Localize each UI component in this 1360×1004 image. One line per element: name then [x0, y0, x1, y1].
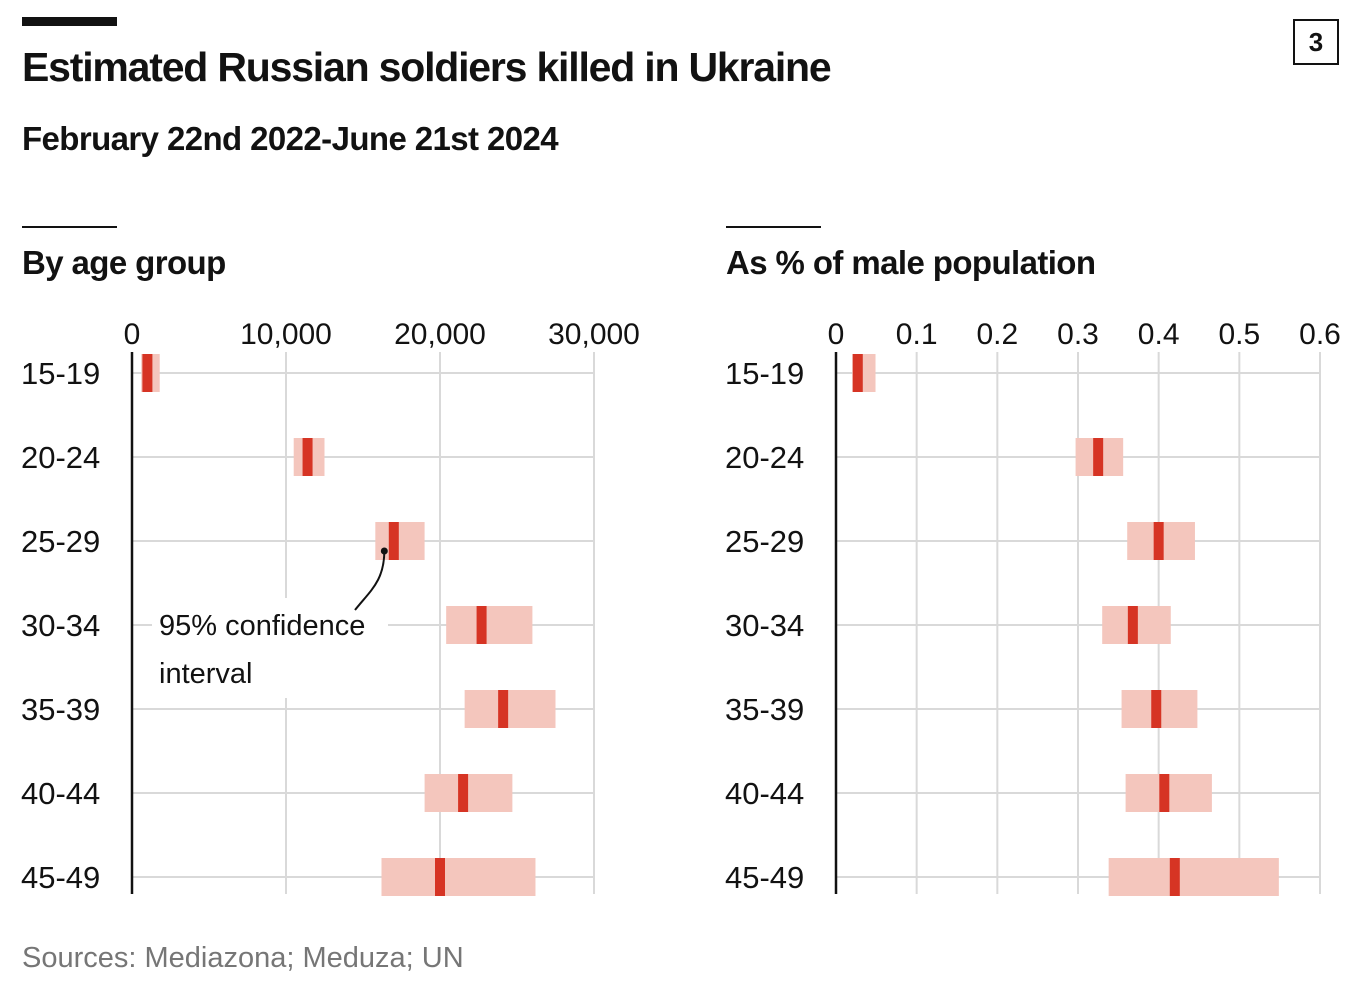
right-x-tick-label: 0.2	[976, 318, 1018, 351]
right-category-label: 40-44	[725, 776, 804, 811]
left-ci-band-35-39	[464, 690, 556, 728]
left-category-label: 30-34	[21, 608, 100, 643]
right-estimate-mark-35-39	[1151, 690, 1162, 728]
left-ci-band-45-49	[381, 858, 536, 896]
annotation-text-line: 95% confidence	[159, 610, 365, 642]
right-x-tick-label: 0.1	[896, 318, 938, 351]
left-x-tick-label: 0	[124, 318, 141, 351]
chart-title: Estimated Russian soldiers killed in Ukr…	[22, 44, 832, 90]
left-ci-band-30-34	[446, 606, 533, 644]
right-estimate-mark-45-49	[1169, 858, 1180, 896]
left-estimate-mark-45-49	[435, 858, 445, 896]
left-category-label: 20-24	[21, 440, 100, 475]
right-estimate-mark-40-44	[1159, 774, 1170, 812]
right-x-tick-label: 0	[828, 318, 845, 351]
left-category-label: 35-39	[21, 692, 100, 727]
right-x-tick-label: 0.3	[1057, 318, 1099, 351]
annotation-leader-line	[354, 550, 386, 611]
annotation-text-line: interval	[159, 658, 253, 690]
left-estimate-mark-35-39	[498, 690, 509, 728]
left-category-label: 40-44	[21, 776, 100, 811]
right-chart-panel: 0 0.1 0.2 0.3 0.4 0.5 0.6 15-19 20-24 25-29 30-34 3…	[725, 318, 1341, 896]
left-x-tick-label: 10,000	[240, 318, 332, 351]
left-estimate-mark-40-44	[458, 774, 469, 812]
right-category-label: 30-34	[725, 608, 804, 643]
right-estimate-mark-25-29	[1153, 522, 1164, 560]
right-category-label: 25-29	[725, 524, 804, 559]
left-panel-rule	[22, 226, 117, 228]
right-category-label: 45-49	[725, 860, 804, 895]
right-category-label: 20-24	[725, 440, 804, 475]
right-x-tick-label: 0.6	[1299, 318, 1341, 351]
left-x-tick-label: 30,000	[548, 318, 640, 351]
left-chart-panel: 0 10,000 20,000 30,000 15-19 20-24 25-29 30-34 3…	[21, 318, 640, 896]
right-panel-title: As % of male population	[726, 244, 1096, 281]
chart-number-badge: 3	[1293, 19, 1339, 65]
right-estimate-mark-30-34	[1127, 606, 1138, 644]
source-note: Sources: Mediazona; Meduza; UN	[22, 942, 464, 974]
left-category-label: 45-49	[21, 860, 100, 895]
left-estimate-mark-15-19	[142, 354, 153, 392]
right-panel-rule	[726, 226, 821, 228]
left-ci-band-25-29	[375, 522, 425, 560]
right-x-tick-label: 0.4	[1138, 318, 1180, 351]
right-x-tick-label: 0.5	[1218, 318, 1260, 351]
left-estimate-mark-25-29	[388, 522, 399, 560]
right-category-label: 35-39	[725, 692, 804, 727]
top-accent-bar	[22, 17, 117, 26]
annotation-background	[152, 598, 388, 698]
left-category-label: 15-19	[21, 356, 100, 391]
right-estimate-mark-20-24	[1093, 438, 1104, 476]
chart-subtitle: February 22nd 2022-June 21st 2024	[22, 120, 559, 157]
right-ci-band-45-49	[1108, 858, 1279, 896]
left-panel-title: By age group	[22, 244, 226, 281]
left-category-label: 25-29	[21, 524, 100, 559]
right-category-label: 15-19	[725, 356, 804, 391]
annotation-dot	[380, 547, 388, 555]
left-ci-band-40-44	[424, 774, 513, 812]
left-estimate-mark-30-34	[476, 606, 487, 644]
right-estimate-mark-15-19	[852, 354, 863, 392]
left-estimate-mark-20-24	[302, 438, 313, 476]
left-x-tick-label: 20,000	[394, 318, 486, 351]
